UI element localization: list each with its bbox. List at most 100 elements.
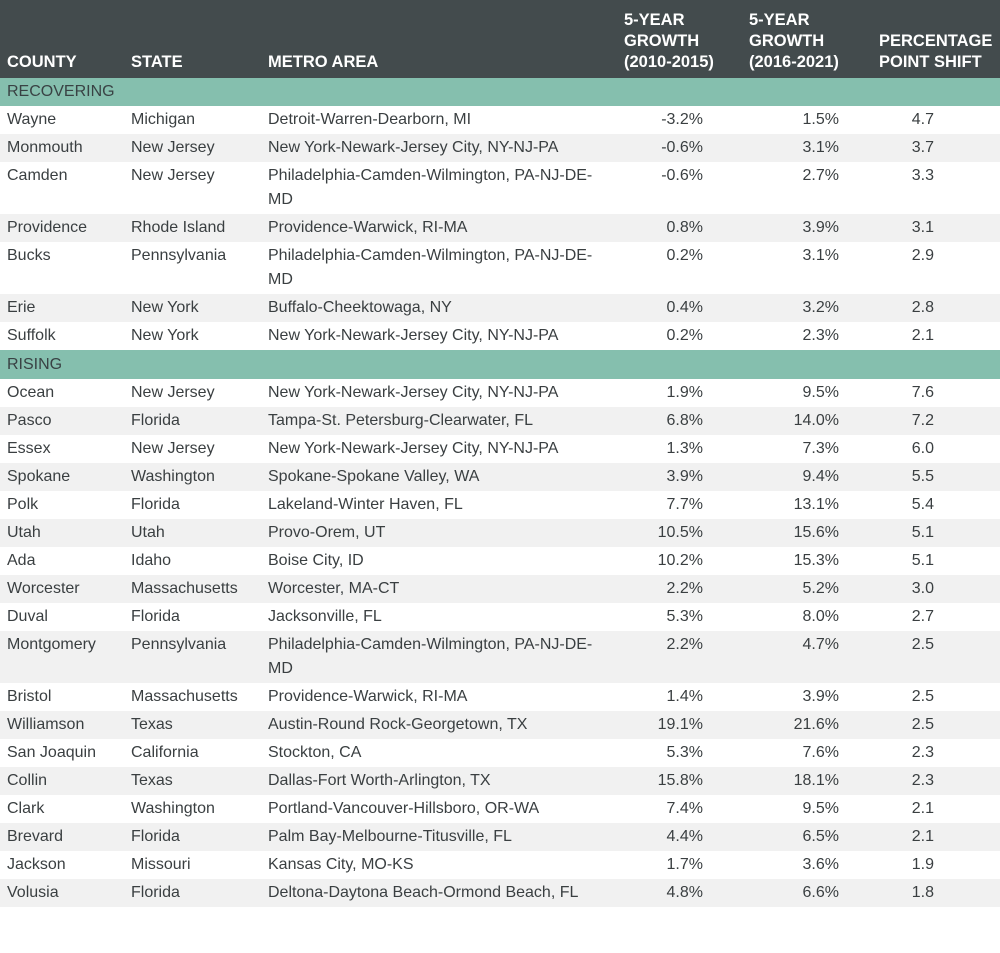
state-cell: Michigan (124, 106, 261, 134)
growth-2010-2015-cell: 0.2% (615, 322, 740, 350)
metro-area-cell: New York-Newark-Jersey City, NY-NJ-PA (261, 134, 615, 162)
table-row: Brevard Florida Palm Bay-Melbourne-Titusvi… (0, 823, 1000, 851)
state-cell: California (124, 739, 261, 767)
growth-2010-2015-cell: 0.4% (615, 294, 740, 322)
county-cell: Monmouth (0, 134, 124, 162)
header-line: 5-YEAR (624, 11, 685, 29)
table-row: San Joaquin California Stockton, CA 5.3% 7.6… (0, 739, 1000, 767)
metro-area-cell: Philadelphia-Camden-Wilmington, PA-NJ-DE… (261, 162, 615, 214)
percentage-point-shift-cell: 2.3 (870, 767, 1000, 795)
county-cell: Providence (0, 214, 124, 242)
county-cell: Duval (0, 603, 124, 631)
state-cell: Washington (124, 795, 261, 823)
header-line: GROWTH (749, 32, 825, 50)
header-line: (2010-2015) (624, 53, 714, 71)
state-cell: New Jersey (124, 379, 261, 407)
state-cell: Pennsylvania (124, 631, 261, 683)
growth-2016-2021-cell: 8.0% (740, 603, 870, 631)
column-header-growth-2010-2015: 5-YEAR GROWTH (2010-2015) (615, 0, 740, 78)
percentage-point-shift-cell: 2.1 (870, 322, 1000, 350)
growth-2016-2021-cell: 3.9% (740, 214, 870, 242)
state-cell: Florida (124, 823, 261, 851)
state-cell: Texas (124, 767, 261, 795)
percentage-point-shift-cell: 7.2 (870, 407, 1000, 435)
header-line: (2016-2021) (749, 53, 839, 71)
header-line: METRO AREA (268, 53, 379, 71)
county-cell: Wayne (0, 106, 124, 134)
state-cell: Washington (124, 463, 261, 491)
growth-2010-2015-cell: 2.2% (615, 631, 740, 683)
county-cell: Montgomery (0, 631, 124, 683)
table-body: RECOVERING Wayne Michigan Detroit-Warren-De… (0, 78, 1000, 907)
state-cell: Massachusetts (124, 683, 261, 711)
table-row: Volusia Florida Deltona-Daytona Beach-Ormo… (0, 879, 1000, 907)
growth-2010-2015-cell: 7.4% (615, 795, 740, 823)
growth-2010-2015-cell: 6.8% (615, 407, 740, 435)
metro-area-cell: Portland-Vancouver-Hillsboro, OR-WA (261, 795, 615, 823)
county-cell: Brevard (0, 823, 124, 851)
growth-2010-2015-cell: -3.2% (615, 106, 740, 134)
growth-2016-2021-cell: 2.7% (740, 162, 870, 214)
table-row: Monmouth New Jersey New York-Newark-Jersey… (0, 134, 1000, 162)
county-cell: Ada (0, 547, 124, 575)
header-line: COUNTY (7, 53, 77, 71)
metro-area-cell: Dallas-Fort Worth-Arlington, TX (261, 767, 615, 795)
metro-area-cell: Tampa-St. Petersburg-Clearwater, FL (261, 407, 615, 435)
metro-area-cell: Philadelphia-Camden-Wilmington, PA-NJ-DE… (261, 242, 615, 294)
metro-area-cell: Buffalo-Cheektowaga, NY (261, 294, 615, 322)
growth-2010-2015-cell: -0.6% (615, 162, 740, 214)
column-header-state: STATE (124, 0, 261, 78)
metro-area-cell: Stockton, CA (261, 739, 615, 767)
column-header-metro-area: METRO AREA (261, 0, 615, 78)
metro-area-cell: Provo-Orem, UT (261, 519, 615, 547)
table-header: COUNTY STATE METRO AREA 5-YEAR GROWTH (2… (0, 0, 1000, 78)
metro-area-cell: Providence-Warwick, RI-MA (261, 214, 615, 242)
column-header-growth-2016-2021: 5-YEAR GROWTH (2016-2021) (740, 0, 870, 78)
percentage-point-shift-cell: 3.1 (870, 214, 1000, 242)
growth-2010-2015-cell: -0.6% (615, 134, 740, 162)
table-row: Ocean New Jersey New York-Newark-Jersey Ci… (0, 379, 1000, 407)
metro-area-cell: Palm Bay-Melbourne-Titusville, FL (261, 823, 615, 851)
county-cell: Bristol (0, 683, 124, 711)
table-row: Collin Texas Dallas-Fort Worth-Arlington, … (0, 767, 1000, 795)
growth-2016-2021-cell: 9.5% (740, 795, 870, 823)
county-cell: Williamson (0, 711, 124, 739)
state-cell: Missouri (124, 851, 261, 879)
county-cell: Bucks (0, 242, 124, 294)
growth-2010-2015-cell: 15.8% (615, 767, 740, 795)
column-header-county: COUNTY (0, 0, 124, 78)
growth-2016-2021-cell: 15.6% (740, 519, 870, 547)
table-row: Erie New York Buffalo-Cheektowaga, NY 0.4% 3… (0, 294, 1000, 322)
percentage-point-shift-cell: 4.7 (870, 106, 1000, 134)
county-growth-table: COUNTY STATE METRO AREA 5-YEAR GROWTH (2… (0, 0, 1000, 907)
metro-area-cell: New York-Newark-Jersey City, NY-NJ-PA (261, 379, 615, 407)
state-cell: New York (124, 294, 261, 322)
percentage-point-shift-cell: 5.4 (870, 491, 1000, 519)
table-row: Jackson Missouri Kansas City, MO-KS 1.7% 3.6… (0, 851, 1000, 879)
metro-area-cell: Detroit-Warren-Dearborn, MI (261, 106, 615, 134)
metro-area-cell: New York-Newark-Jersey City, NY-NJ-PA (261, 435, 615, 463)
metro-area-cell: Lakeland-Winter Haven, FL (261, 491, 615, 519)
percentage-point-shift-cell: 2.1 (870, 823, 1000, 851)
growth-2016-2021-cell: 15.3% (740, 547, 870, 575)
metro-area-cell: Boise City, ID (261, 547, 615, 575)
growth-2016-2021-cell: 6.5% (740, 823, 870, 851)
percentage-point-shift-cell: 5.1 (870, 547, 1000, 575)
county-cell: Jackson (0, 851, 124, 879)
table-row: Williamson Texas Austin-Round Rock-Georget… (0, 711, 1000, 739)
metro-area-cell: New York-Newark-Jersey City, NY-NJ-PA (261, 322, 615, 350)
county-cell: Essex (0, 435, 124, 463)
state-cell: New York (124, 322, 261, 350)
growth-2010-2015-cell: 4.8% (615, 879, 740, 907)
table-row: Essex New Jersey New York-Newark-Jersey Ci… (0, 435, 1000, 463)
growth-2016-2021-cell: 7.6% (740, 739, 870, 767)
county-cell: Clark (0, 795, 124, 823)
table-row: Pasco Florida Tampa-St. Petersburg-Clearwa… (0, 407, 1000, 435)
state-cell: New Jersey (124, 435, 261, 463)
header-line: POINT SHIFT (879, 53, 982, 71)
growth-2016-2021-cell: 14.0% (740, 407, 870, 435)
state-cell: Utah (124, 519, 261, 547)
growth-2010-2015-cell: 3.9% (615, 463, 740, 491)
header-row: COUNTY STATE METRO AREA 5-YEAR GROWTH (2… (0, 0, 1000, 78)
percentage-point-shift-cell: 7.6 (870, 379, 1000, 407)
